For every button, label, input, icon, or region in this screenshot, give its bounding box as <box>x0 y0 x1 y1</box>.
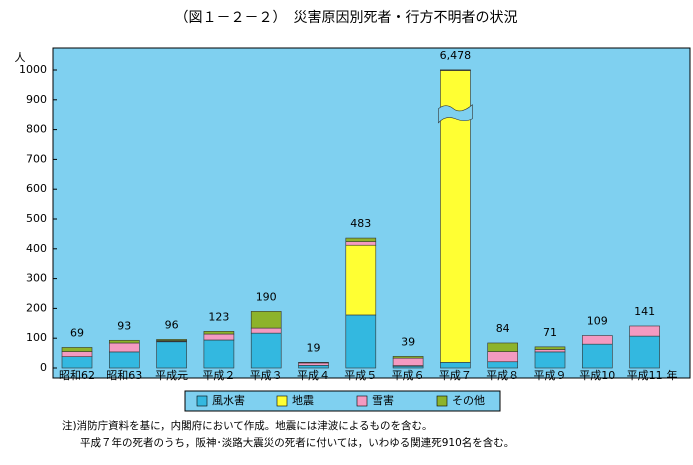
total-label: 93 <box>117 319 131 332</box>
total-label: 19 <box>307 341 321 354</box>
total-label: 39 <box>401 335 415 348</box>
y-tick-label: 800 <box>26 123 47 136</box>
bar-segment <box>487 361 519 369</box>
bar-segment <box>203 333 235 341</box>
note: 平成７年の死者のうち，阪神･淡路大震災の死者に付いては，いわゆる関連死910名を… <box>80 436 514 449</box>
bar-segment <box>298 365 329 369</box>
x-tick-label: 平成10 <box>579 369 615 382</box>
y-tick-label: 900 <box>26 93 47 106</box>
y-tick-label: 700 <box>26 152 47 165</box>
bar-segment <box>203 331 235 335</box>
note: 注)消防庁資料を基に，内閣府において作成。地震には津波によるものを含む。 <box>62 419 432 432</box>
bar-segment <box>392 357 424 366</box>
bar-segment <box>345 314 377 369</box>
bar-segment <box>61 351 93 357</box>
x-axis-unit: 年 <box>667 368 678 382</box>
total-label: 84 <box>496 322 510 335</box>
bar-segment <box>156 341 187 369</box>
y-tick-label: 100 <box>26 331 47 344</box>
x-tick-label: 平成３ <box>250 369 283 382</box>
total-label: 96 <box>165 318 179 331</box>
total-label: 483 <box>350 217 371 230</box>
bar-segment <box>250 332 282 369</box>
bar-segment <box>345 237 377 242</box>
bar-segment <box>487 342 519 352</box>
legend-swatch <box>196 395 208 407</box>
bar-segment <box>250 311 282 329</box>
bar-segment <box>392 356 424 359</box>
y-tick-label: 500 <box>26 212 47 225</box>
y-axis-label: 人 <box>15 51 26 64</box>
bar-segment <box>109 342 140 353</box>
y-tick-label: 0 <box>40 361 47 374</box>
bar-segment <box>629 335 660 369</box>
total-label: 6,478 <box>440 49 472 62</box>
x-tick-label: 平成７ <box>439 369 472 382</box>
bar-segment <box>203 339 235 369</box>
total-label: 71 <box>543 326 557 339</box>
bar-segment <box>345 241 377 246</box>
x-tick-label: 平成４ <box>297 369 330 382</box>
y-tick-label: 400 <box>26 242 47 255</box>
bar-segment <box>250 327 282 334</box>
x-tick-label: 平成６ <box>392 369 425 382</box>
x-tick-label: 平成５ <box>344 369 377 382</box>
x-tick-label: 平成８ <box>486 369 519 382</box>
bar-segment <box>298 362 329 364</box>
bar-segment <box>581 343 613 369</box>
legend-swatch <box>356 395 368 407</box>
bar-segment <box>109 351 140 369</box>
axis-break <box>438 104 473 124</box>
legend-label: 風水害 <box>212 393 245 407</box>
legend-label: 地震 <box>292 394 314 407</box>
y-tick-label: 200 <box>26 301 47 314</box>
bar-segment <box>345 244 377 316</box>
x-tick-label: 昭和63 <box>106 369 142 382</box>
x-tick-label: 平成９ <box>534 369 567 382</box>
x-tick-label: 平成元 <box>155 369 188 382</box>
bar-segment <box>61 356 93 369</box>
legend-label: 雪害 <box>372 393 394 407</box>
total-label: 141 <box>634 305 655 318</box>
y-tick-label: 600 <box>26 182 47 195</box>
bar-segment <box>440 69 471 71</box>
x-tick-label: 平成11 <box>627 369 663 382</box>
x-tick-label: 平成２ <box>202 369 235 382</box>
bar-segment <box>629 325 660 337</box>
total-label: 69 <box>70 326 84 339</box>
bar-segment <box>534 349 566 353</box>
legend-swatch <box>276 395 288 407</box>
bar-segment <box>109 339 140 344</box>
legend <box>184 390 501 412</box>
y-tick-label: 1000 <box>19 63 47 76</box>
bar-segment <box>61 347 93 352</box>
bar-segment <box>581 335 613 345</box>
bar-segment <box>487 351 519 363</box>
bar-segment <box>534 351 566 369</box>
bar-segment <box>298 362 329 366</box>
y-tick-label: 300 <box>26 272 47 285</box>
total-label: 190 <box>256 290 277 303</box>
chart-title: （図１－２－２） 災害原因別死者・行方不明者の状況 <box>175 10 518 26</box>
legend-swatch <box>436 395 448 407</box>
bar-segment <box>156 339 187 341</box>
bar-segment <box>534 346 566 350</box>
x-tick-label: 昭和62 <box>59 369 95 382</box>
legend-label: その他 <box>452 394 485 407</box>
bar-segment <box>440 362 471 369</box>
total-label: 123 <box>208 310 229 323</box>
total-label: 109 <box>587 315 608 328</box>
